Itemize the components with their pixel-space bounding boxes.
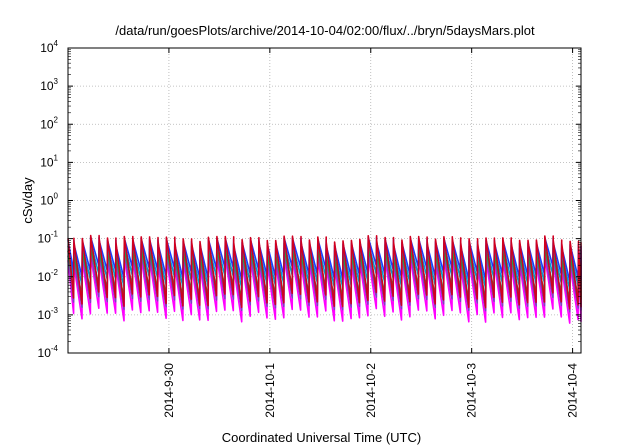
x-tick-label: 2014-9-30 [162,363,176,418]
y-tick-label: 104 [40,39,58,55]
x-tick-label: 2014-10-1 [263,363,277,418]
x-tick-label: 2014-10-2 [364,363,378,418]
y-tick-label: 10-3 [38,306,59,322]
chart-title: /data/run/goesPlots/archive/2014-10-04/0… [115,23,535,38]
series-layer [67,234,582,324]
y-tick-label: 103 [40,77,58,93]
x-axis-label: Coordinated Universal Time (UTC) [222,430,421,445]
y-axis: 10-4 10-3 10-2 10-1 100 101 102 103 104 [38,39,581,360]
x-tick-label: 2014-10-4 [566,363,580,418]
series-line [67,234,582,310]
x-tick-label: 2014-10-3 [465,363,479,418]
y-tick-label: 102 [40,115,58,131]
y-tick-label: 10-1 [38,230,59,246]
y-tick-label: 100 [40,192,58,208]
y-tick-label: 101 [40,153,58,169]
y-axis-label: cSv/day [20,177,35,224]
x-axis: 2014-9-30 2014-10-1 2014-10-2 2014-10-3 2014… [162,48,580,418]
y-tick-label: 10-2 [38,268,59,284]
y-tick-label: 10-4 [38,344,59,360]
